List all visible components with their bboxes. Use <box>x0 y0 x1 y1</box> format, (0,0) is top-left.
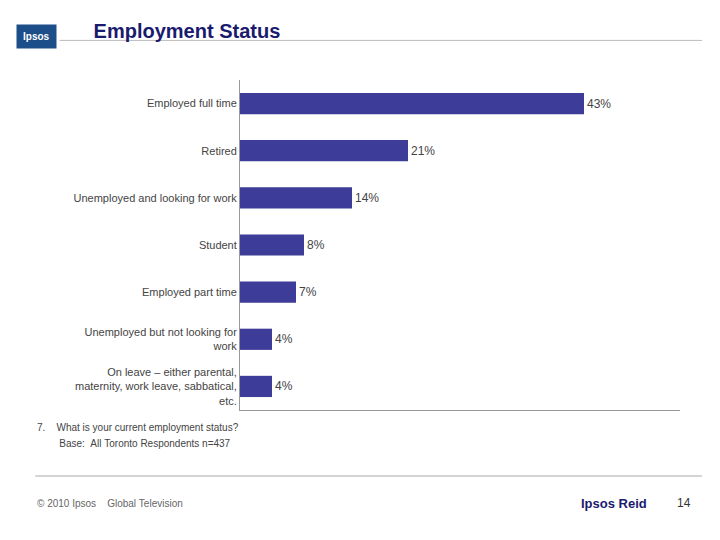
svg-text:Employed full time: Employed full time <box>147 97 237 109</box>
svg-text:© 2010 Ipsos Global Televis: © 2010 Ipsos Global Television <box>37 498 183 509</box>
svg-text:Student: Student <box>199 239 237 251</box>
svg-text:Employment Status: Employment Status <box>94 20 281 42</box>
svg-text:Employed part time: Employed part time <box>142 286 237 298</box>
svg-text:4%: 4% <box>275 379 293 393</box>
svg-text:Base: All Toronto Respondents: Base: All Toronto Respondents n=437 <box>37 438 231 449</box>
svg-text:Unemployed and looking for wor: Unemployed and looking for work <box>74 192 238 204</box>
svg-text:21%: 21% <box>411 144 435 158</box>
svg-text:7. What is your current emp: 7. What is your current employment statu… <box>37 422 239 433</box>
svg-text:14%: 14% <box>355 191 379 205</box>
svg-text:Unemployed but not looking for: Unemployed but not looking forwork <box>85 326 238 352</box>
svg-text:Retired: Retired <box>201 145 236 157</box>
svg-text:Ipsos: Ipsos <box>23 31 50 42</box>
svg-text:4%: 4% <box>275 332 293 346</box>
svg-text:Ipsos Reid: Ipsos Reid <box>581 496 647 511</box>
svg-text:7%: 7% <box>299 285 317 299</box>
svg-text:8%: 8% <box>307 238 325 252</box>
svg-text:43%: 43% <box>587 97 611 111</box>
svg-text:14: 14 <box>677 496 691 510</box>
svg-text:On leave – either parental,mat: On leave – either parental,maternity, wo… <box>75 366 237 407</box>
